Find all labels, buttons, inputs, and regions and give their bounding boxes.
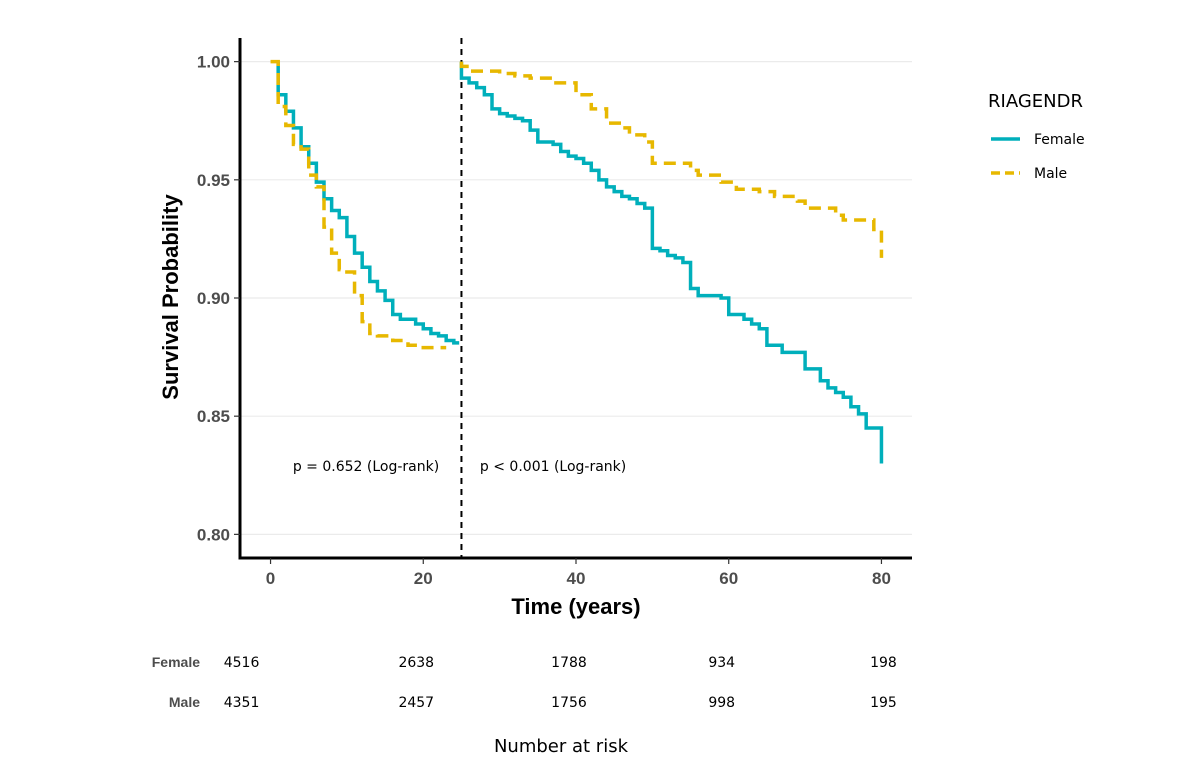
series-female-segment-1: [459, 61, 884, 464]
risk-count-female-60: 934: [708, 655, 735, 671]
legend-label-male: Male: [1034, 166, 1067, 182]
x-tick-label-4: 80: [872, 569, 891, 588]
y-tick-label-0: 0.80: [197, 525, 230, 544]
risk-count-female-0: 4516: [224, 655, 260, 671]
legend-title: RIAGENDR: [988, 91, 1083, 112]
risk-count-female-80: 198: [870, 655, 897, 671]
x-tick-label-0: 0: [266, 569, 275, 588]
risk-count-male-0: 4351: [224, 695, 260, 711]
risk-count-male-60: 998: [708, 695, 735, 711]
y-axis-title: Survival Probability: [158, 194, 183, 400]
legend: RIAGENDR Female Male: [988, 91, 1085, 182]
y-tick-label-2: 0.90: [197, 289, 230, 308]
logrank-annotation-left: p = 0.652 (Log-rank): [293, 459, 439, 475]
x-tick-label-3: 60: [719, 569, 738, 588]
axes-layer: [238, 38, 912, 560]
series-male-segment-0: [270, 59, 447, 350]
series-male-segment-1: [459, 61, 884, 258]
legend-label-female: Female: [1034, 132, 1085, 148]
grid-layer: [240, 61, 912, 535]
series-layer: [270, 59, 884, 464]
y-tick-label-3: 0.95: [197, 171, 230, 190]
y-tick-label-4: 1.00: [197, 53, 230, 72]
risk-table: Female 4516 2638 1788 934 198 Male 4351 2457 1756…: [152, 654, 897, 711]
risk-group-male: Male: [169, 694, 200, 710]
series-female-segment-0: [276, 61, 460, 345]
risk-table-title: Number at risk: [494, 736, 629, 757]
risk-group-female: Female: [152, 654, 200, 670]
x-axis-title: Time (years): [511, 594, 640, 619]
risk-count-male-20: 2457: [398, 695, 434, 711]
risk-count-male-40: 1756: [551, 695, 587, 711]
logrank-annotation-right: p < 0.001 (Log-rank): [480, 459, 626, 475]
x-tick-label-2: 40: [567, 569, 586, 588]
y-tick-label-1: 0.85: [197, 407, 230, 426]
tick-labels: 0.80 0.85 0.90 0.95 1.00 0 20 40 60 80: [197, 53, 891, 588]
risk-count-male-80: 195: [870, 695, 897, 711]
risk-count-female-40: 1788: [551, 655, 587, 671]
risk-count-female-20: 2638: [398, 655, 434, 671]
x-tick-label-1: 20: [414, 569, 433, 588]
